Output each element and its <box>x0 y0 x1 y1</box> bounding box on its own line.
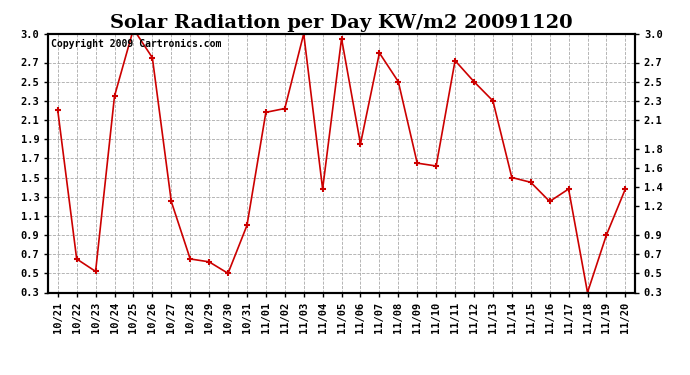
Text: Copyright 2009 Cartronics.com: Copyright 2009 Cartronics.com <box>51 39 221 49</box>
Title: Solar Radiation per Day KW/m2 20091120: Solar Radiation per Day KW/m2 20091120 <box>110 14 573 32</box>
